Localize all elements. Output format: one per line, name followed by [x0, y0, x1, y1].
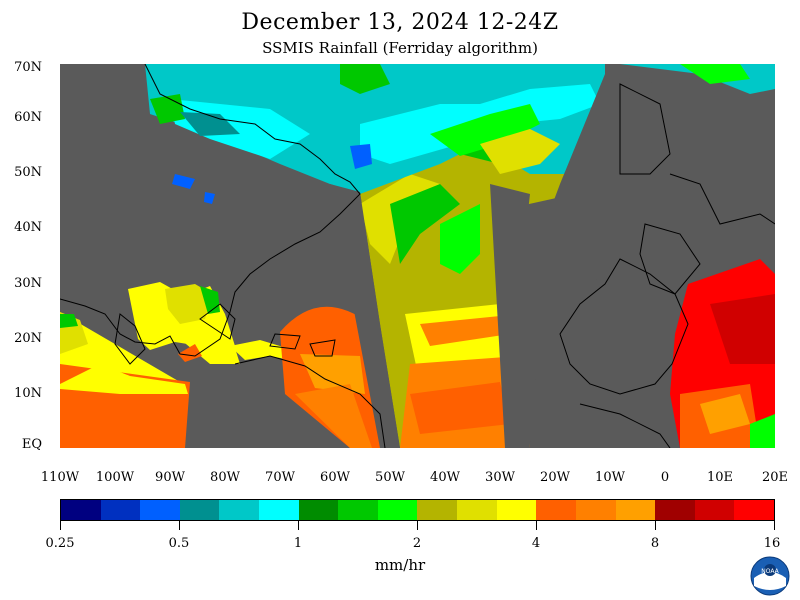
colorbar-tick	[179, 521, 180, 530]
colorbar-tick	[417, 521, 418, 530]
lat-label-70n: 70N	[14, 60, 42, 75]
lon-label-10e: 10E	[706, 470, 734, 485]
colorbar-swatch	[496, 500, 537, 520]
lon-label-20e: 20E	[761, 470, 789, 485]
colorbar-label-8: 8	[650, 536, 660, 551]
colorbar-swatch	[219, 500, 260, 520]
colorbar-swatch	[259, 500, 299, 520]
lat-label-40n: 40N	[14, 220, 42, 235]
colorbar-swatch	[655, 500, 695, 520]
lon-label-70w: 70W	[265, 470, 295, 485]
lon-label-20w: 20W	[540, 470, 570, 485]
colorbar-swatch	[457, 500, 497, 520]
gap-wedge-1	[330, 184, 400, 448]
colorbar-swatch	[536, 500, 576, 520]
colorbar-label-0-25: 0.25	[45, 536, 75, 551]
lat-label-10n: 10N	[14, 386, 42, 401]
colorbar-swatch	[377, 500, 418, 520]
colorbar	[60, 499, 775, 521]
gap-wedge-3	[530, 74, 660, 448]
colorbar-label-0-5: 0.5	[168, 536, 190, 551]
colorbar-tick	[774, 521, 775, 530]
lon-label-100w: 100W	[95, 470, 135, 485]
lon-label-50w: 50W	[375, 470, 405, 485]
colorbar-tick	[60, 521, 61, 530]
lon-label-90w: 90W	[155, 470, 185, 485]
lat-label-20n: 20N	[14, 331, 42, 346]
colorbar-tick	[298, 521, 299, 530]
lat-label-30n: 30N	[14, 276, 42, 291]
rainfall-map-svg	[60, 64, 775, 448]
central-atlantic-swath	[360, 94, 620, 448]
colorbar-swatch	[615, 500, 656, 520]
rainfall-map	[60, 64, 775, 448]
map-title: December 13, 2024 12-24Z	[241, 10, 559, 35]
coastlines	[60, 64, 775, 448]
colorbar-swatch	[575, 500, 616, 520]
lon-label-60w: 60W	[320, 470, 350, 485]
lon-label-110w: 110W	[40, 470, 80, 485]
colorbar-swatch	[417, 500, 458, 520]
noaa-logo-icon: NOAA	[750, 556, 790, 596]
colorbar-tick	[536, 521, 537, 530]
colorbar-label-16: 16	[763, 536, 781, 551]
lon-label-80w: 80W	[210, 470, 240, 485]
colorbar-label-2: 2	[412, 536, 422, 551]
logo-text: NOAA	[761, 568, 779, 575]
western-swath	[60, 282, 330, 448]
gap-wedge-2	[490, 184, 530, 448]
colorbar-swatch	[140, 500, 180, 520]
lat-label-60n: 60N	[14, 110, 42, 125]
colorbar-tick	[655, 521, 656, 530]
colorbar-swatch	[100, 500, 141, 520]
lat-label-50n: 50N	[14, 165, 42, 180]
lat-label-eq: EQ	[21, 437, 42, 452]
colorbar-swatch	[179, 500, 220, 520]
great-lakes	[172, 174, 195, 189]
lon-label-40w: 40W	[430, 470, 460, 485]
colorbar-swatch	[61, 500, 101, 520]
colorbar-swatch	[734, 500, 774, 520]
map-subtitle: SSMIS Rainfall (Ferriday algorithm)	[262, 39, 538, 57]
colorbar-units: mm/hr	[374, 556, 426, 574]
colorbar-label-1: 1	[293, 536, 303, 551]
lon-label-30w: 30W	[485, 470, 515, 485]
lon-label-0: 0	[660, 470, 670, 485]
africa-rain	[670, 259, 775, 448]
colorbar-swatch	[338, 500, 378, 520]
colorbar-label-4: 4	[531, 536, 541, 551]
colorbar-swatch	[694, 500, 735, 520]
colorbar-swatch	[298, 500, 339, 520]
lon-label-10w: 10W	[595, 470, 625, 485]
